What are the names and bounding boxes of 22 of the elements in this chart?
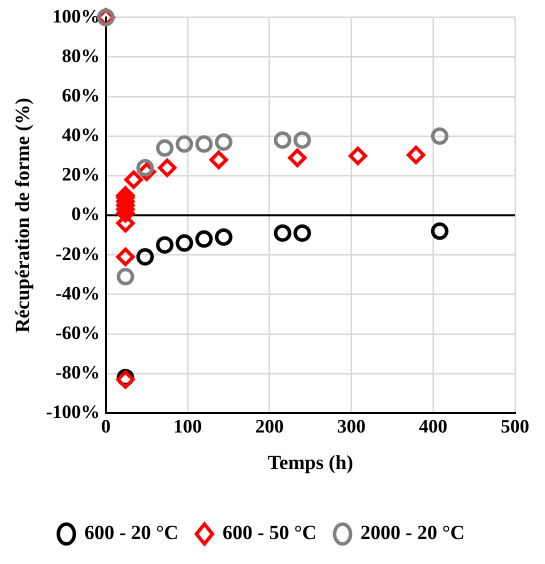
y-tick-label: -20% bbox=[56, 244, 100, 265]
x-tick-label: 400 bbox=[418, 416, 448, 438]
y-tick-label: -100% bbox=[46, 402, 100, 424]
y-tick-label: 0% bbox=[71, 204, 100, 226]
legend-label: 2000 - 20 °C bbox=[360, 522, 465, 544]
y-tick-label: 80% bbox=[62, 46, 100, 67]
y-tick-label: 20% bbox=[62, 164, 100, 186]
y-axis-title: Récupération de forme (%) bbox=[12, 98, 34, 333]
x-tick-label: 200 bbox=[255, 416, 284, 438]
legend-label: 600 - 20 °C bbox=[84, 522, 178, 544]
x-tick-label: 300 bbox=[337, 416, 366, 438]
y-tick-label: 40% bbox=[62, 125, 100, 146]
y-tick-label: -80% bbox=[56, 362, 100, 384]
x-tick-label: 0 bbox=[101, 416, 111, 438]
x-axis-title: Temps (h) bbox=[268, 452, 354, 474]
y-tick-label: -40% bbox=[56, 283, 100, 304]
x-tick-label: 100 bbox=[173, 416, 202, 438]
x-tick-label: 500 bbox=[500, 416, 530, 438]
y-tick-label: -60% bbox=[56, 322, 100, 344]
y-tick-label: 100% bbox=[52, 6, 100, 28]
legend-label: 600 - 50 °C bbox=[222, 522, 317, 544]
y-tick-label: 60% bbox=[62, 85, 100, 106]
